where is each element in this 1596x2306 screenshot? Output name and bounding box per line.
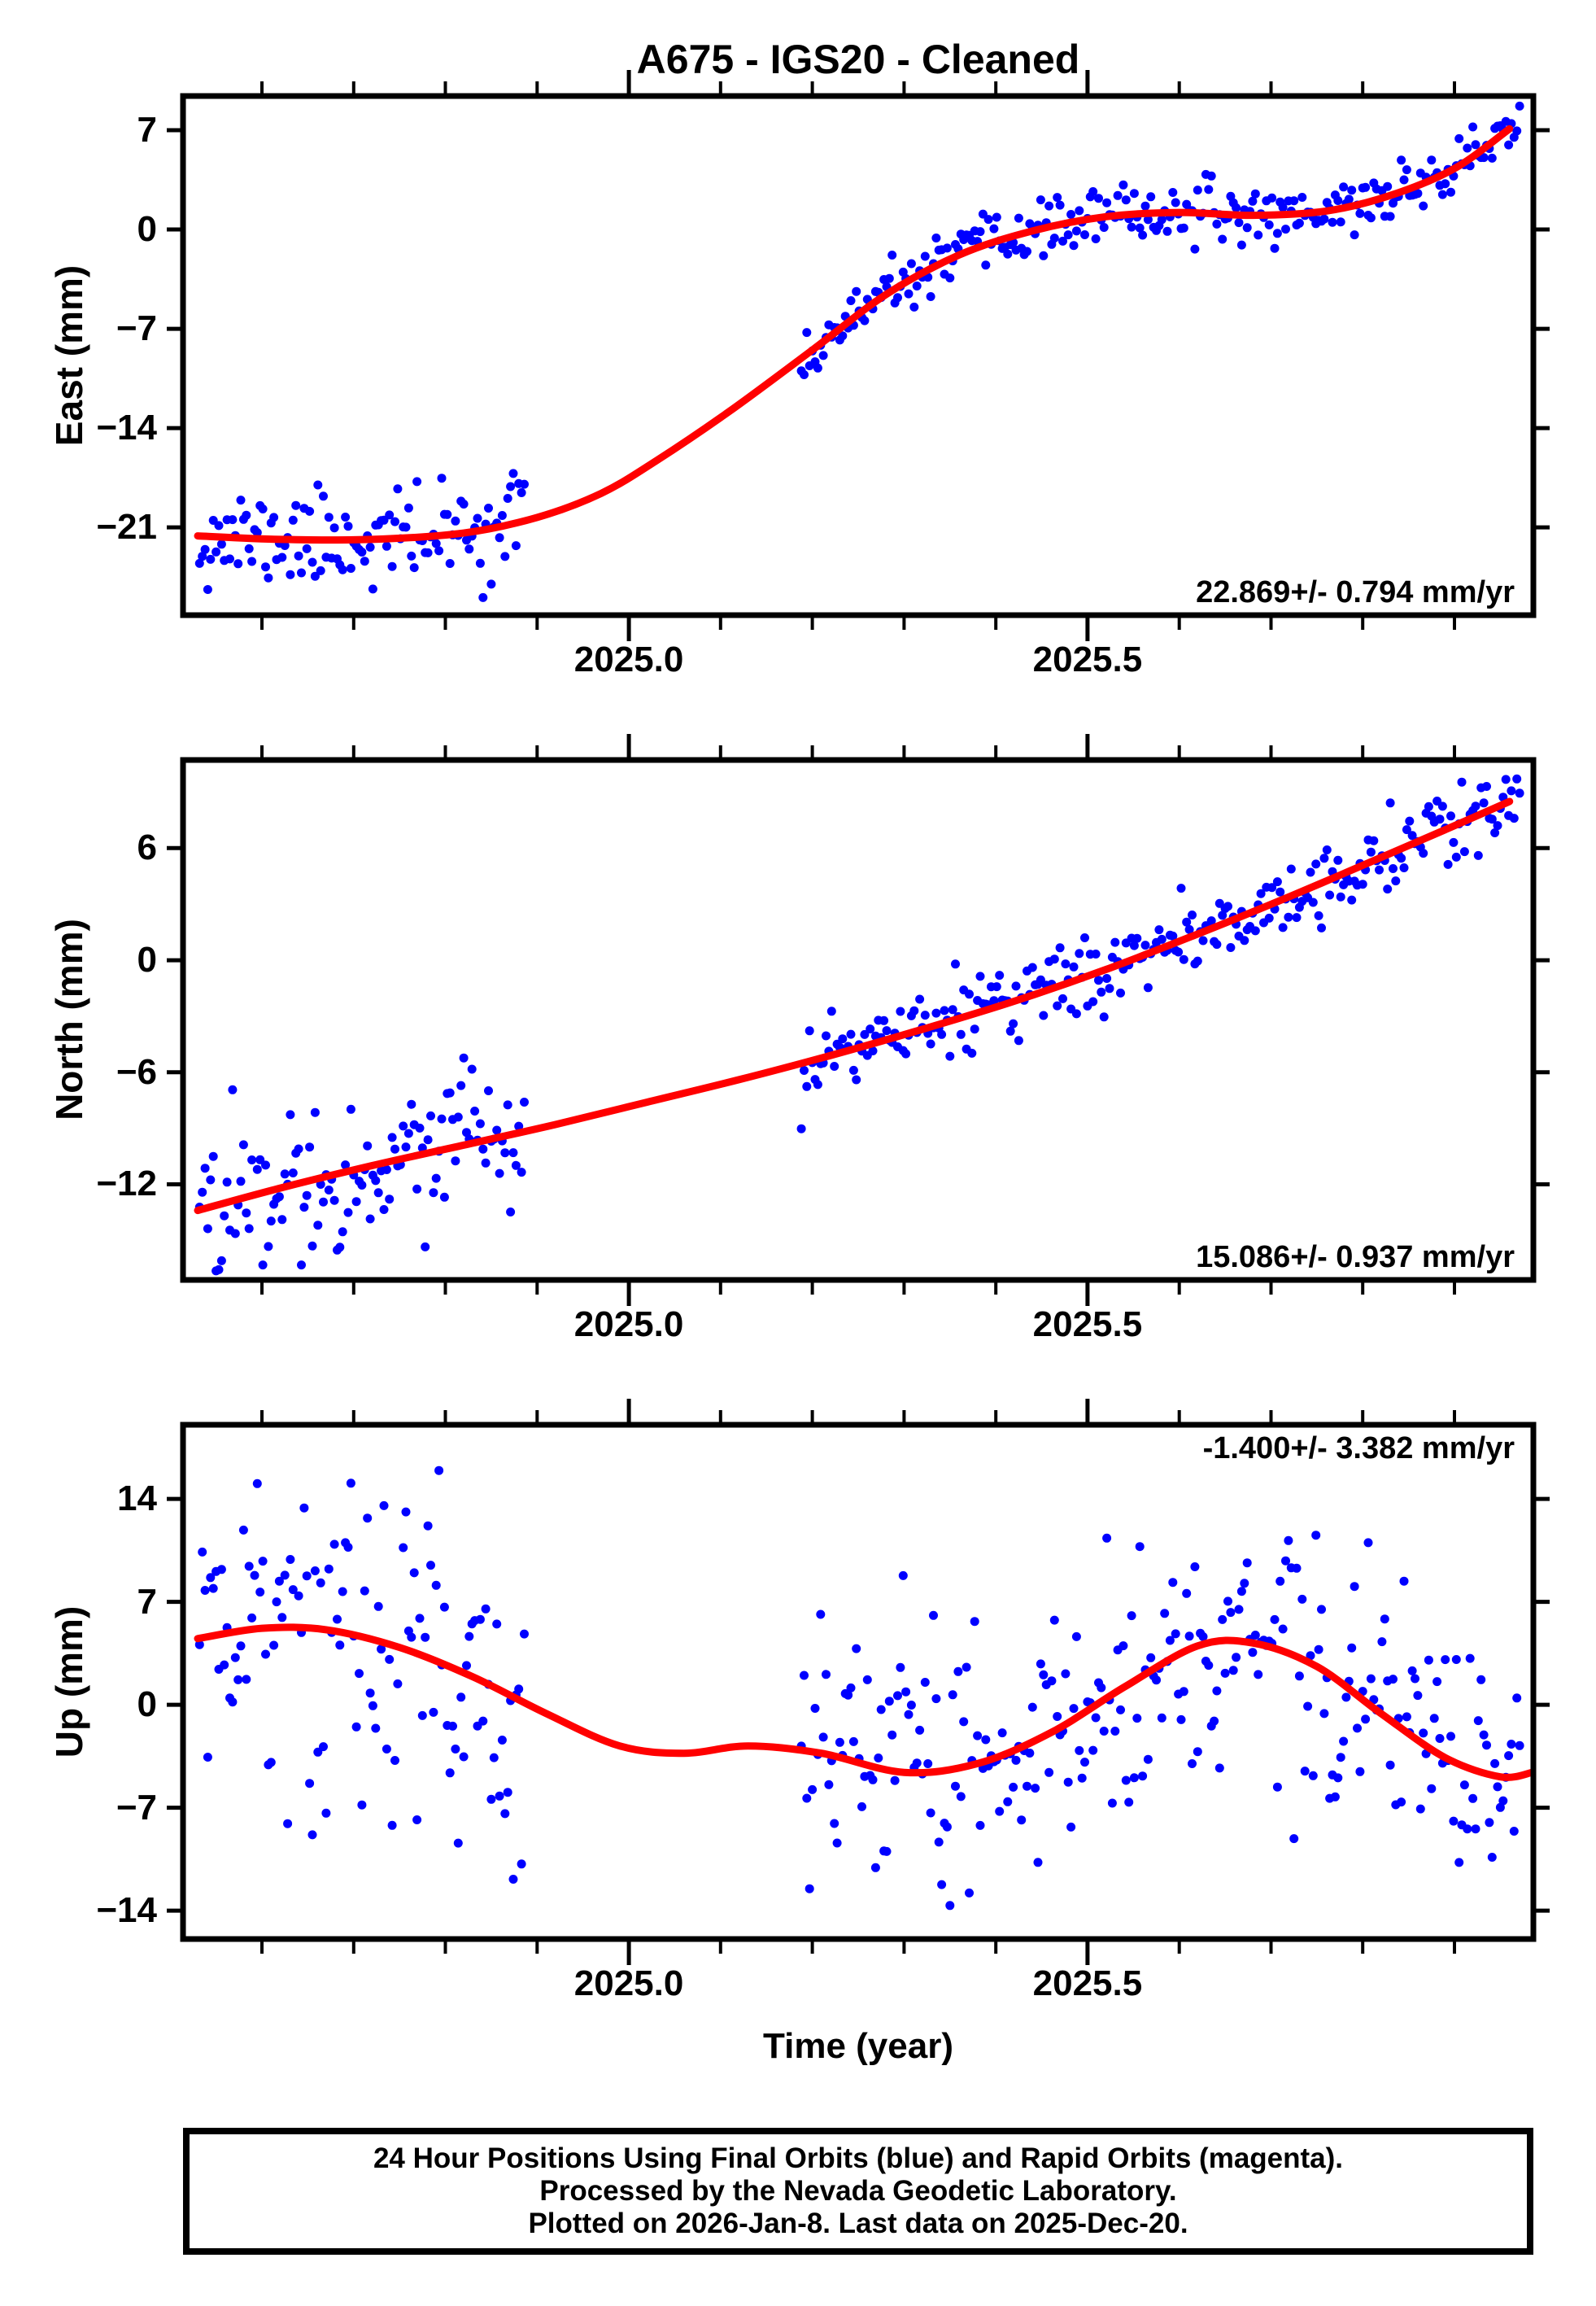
up-scatter-points: [194, 1465, 1524, 1911]
east-trend-line: [194, 124, 1514, 544]
caption-line-3: Plotted on 2026-Jan-8. Last data on 2025…: [528, 2208, 1188, 2239]
y-tick-label: −7: [116, 1787, 157, 1828]
y-tick-label: −6: [116, 1051, 157, 1092]
y-tick-label: 6: [137, 828, 157, 868]
y-tick-label: −12: [96, 1164, 157, 1204]
y-tick-label: −14: [96, 1890, 157, 1931]
y-tick-label: 0: [137, 940, 157, 980]
up-panel: [167, 1399, 1550, 1965]
east-panel: [167, 70, 1550, 641]
east-frame: [180, 93, 1537, 618]
y-tick-label: −21: [96, 507, 157, 548]
east-scatter-points: [194, 101, 1524, 602]
y-tick-label: 14: [117, 1478, 157, 1519]
y-tick-label: 0: [137, 209, 157, 250]
x-tick-label: 2025.0: [573, 1963, 684, 2003]
east-velocity-annotation: 22.869+/- 0.794 mm/yr: [1196, 575, 1515, 609]
page-title: A675 - IGS20 - Cleaned: [636, 37, 1080, 82]
north-scatter-points: [194, 774, 1524, 1276]
north-velocity-annotation: 15.086+/- 0.937 mm/yr: [1196, 1240, 1515, 1274]
caption-line-2: Processed by the Nevada Geodetic Laborat…: [539, 2175, 1177, 2207]
y-tick-label: −14: [96, 408, 157, 448]
north-trend-line: [194, 797, 1514, 1215]
up-velocity-annotation: -1.400+/- 3.382 mm/yr: [1202, 1431, 1515, 1465]
caption-box: 24 Hour Positions Using Final Orbits (bl…: [183, 2128, 1533, 2255]
caption-line-1: 24 Hour Positions Using Final Orbits (bl…: [373, 2142, 1344, 2174]
y-tick-label: 7: [137, 1581, 157, 1622]
up-trend-line: [194, 1623, 1533, 1781]
y-tick-label: 7: [137, 110, 157, 150]
y-tick-label: −7: [116, 308, 157, 349]
x-tick-label: 2025.0: [573, 640, 684, 679]
x-tick-label: 2025.5: [1032, 640, 1143, 679]
up-frame: [180, 1422, 1537, 1942]
north-frame: [180, 757, 1537, 1283]
north-panel: [167, 734, 1550, 1306]
x-tick-label: 2025.0: [573, 1304, 684, 1344]
y-tick-label: 0: [137, 1684, 157, 1725]
x-axis-label: Time (year): [763, 2026, 953, 2066]
x-tick-label: 2025.5: [1032, 1963, 1143, 2003]
x-tick-label: 2025.5: [1032, 1304, 1143, 1344]
